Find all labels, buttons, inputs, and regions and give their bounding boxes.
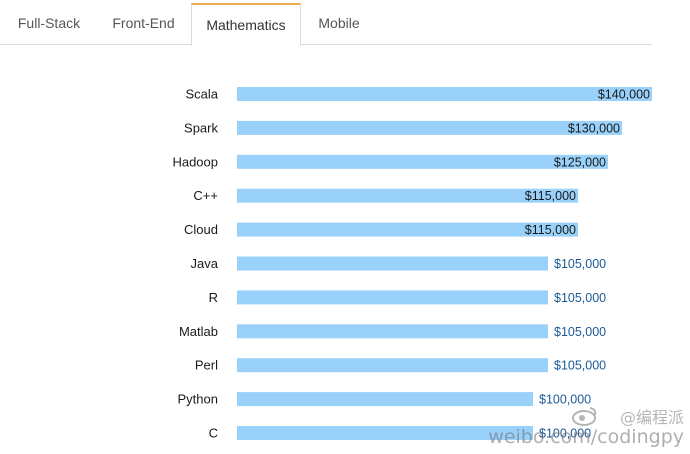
value-label: $105,000 [554,291,606,305]
tab-mathematics[interactable]: Mathematics [191,3,301,46]
value-label: $115,000 [525,189,576,203]
value-label: $105,000 [554,325,606,339]
category-label: Perl [195,358,218,373]
value-label: $115,000 [525,223,576,237]
tab-full-stack[interactable]: Full-Stack [17,15,81,31]
category-label: Python [178,392,218,407]
category-label: Hadoop [172,154,218,169]
category-label: Matlab [179,324,218,339]
category-label: Java [191,256,219,271]
bar [237,120,622,135]
category-label: Scala [185,87,218,102]
tab-bar: Full-Stack Front-End Mathematics Mobile [0,0,652,46]
value-label: $100,000 [539,427,591,441]
bar [237,188,578,203]
bar [237,154,608,169]
category-label: R [209,290,218,305]
value-label: $125,000 [554,155,606,169]
bar [237,392,533,407]
category-label: C++ [193,188,218,203]
bar [237,324,548,339]
category-label: Spark [184,120,218,135]
value-label: $105,000 [554,359,606,373]
tab-front-end[interactable]: Front-End [112,15,175,31]
category-label: Cloud [184,222,218,237]
bar [237,222,578,237]
bar [237,358,548,373]
bar [237,256,548,271]
value-label: $105,000 [554,257,606,271]
bar [237,290,548,305]
value-label: $100,000 [539,393,591,407]
tab-mobile[interactable]: Mobile [318,15,360,31]
category-label: C [209,426,218,441]
bar [237,426,533,440]
value-label: $130,000 [568,121,620,135]
value-label: $140,000 [598,88,650,102]
bar [237,87,652,101]
